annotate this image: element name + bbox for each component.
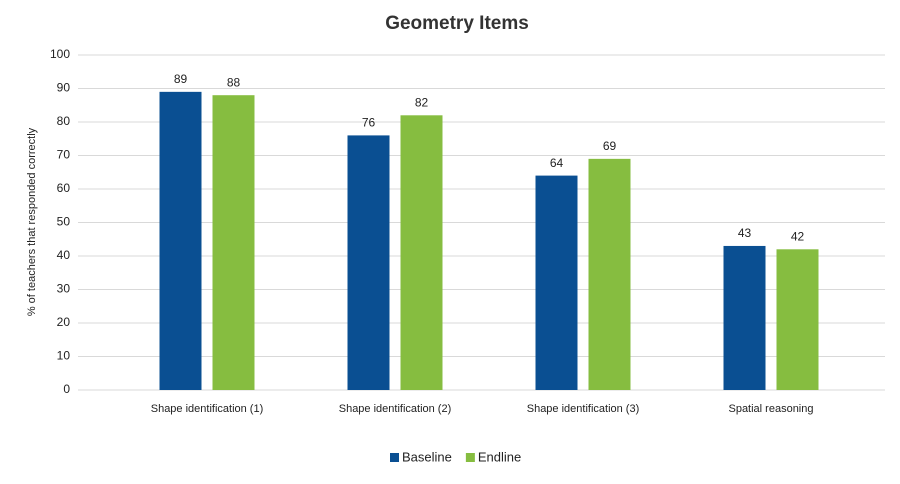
x-tick-label: Shape identification (3) <box>527 403 640 415</box>
value-label: 88 <box>227 75 241 89</box>
y-tick-label: 70 <box>57 148 71 162</box>
value-label: 43 <box>738 226 752 240</box>
value-label: 89 <box>174 72 188 86</box>
y-tick-label: 100 <box>50 47 70 61</box>
x-tick-label: Shape identification (1) <box>151 403 264 415</box>
bar <box>159 91 202 390</box>
y-tick-label: 90 <box>57 81 71 95</box>
y-tick-label: 10 <box>57 349 71 363</box>
bar <box>212 95 255 390</box>
chart-title: Geometry Items <box>385 13 529 34</box>
value-label: 76 <box>362 116 376 130</box>
y-axis-label: % of teachers that responded correctly <box>26 127 38 316</box>
y-tick-label: 50 <box>57 215 71 229</box>
legend-label: Baseline <box>402 449 452 464</box>
bar <box>723 245 766 390</box>
legend-swatch <box>465 453 475 462</box>
y-tick-label: 30 <box>57 282 71 296</box>
y-tick-label: 40 <box>57 248 71 262</box>
legend-label: Endline <box>478 449 521 464</box>
value-label: 42 <box>791 229 805 243</box>
x-tick-label: Spatial reasoning <box>728 403 813 415</box>
bar <box>776 249 819 390</box>
value-label: 69 <box>603 139 617 153</box>
y-tick-label: 80 <box>57 114 71 128</box>
y-tick-label: 60 <box>57 181 71 195</box>
value-label: 82 <box>415 95 429 109</box>
legend-swatch <box>390 453 399 462</box>
value-label: 64 <box>550 156 564 170</box>
bar <box>347 135 390 390</box>
x-tick-label: Shape identification (2) <box>339 403 452 415</box>
y-tick-label: 0 <box>63 382 70 396</box>
bar <box>400 115 443 391</box>
bar <box>588 158 631 390</box>
y-tick-label: 20 <box>57 315 71 329</box>
bar <box>535 175 578 390</box>
